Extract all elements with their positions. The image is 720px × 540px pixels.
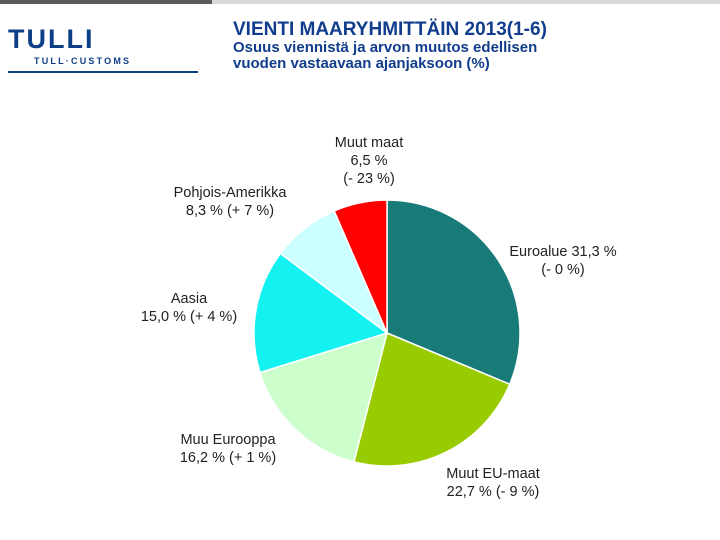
pie-slices [253,199,521,467]
subtitle-line-1: Osuus viennistä ja arvon muutos edellise… [233,39,538,56]
pie-slice-aasia [253,252,389,374]
slice-label-line: Aasia [171,291,208,307]
tulli-logo: TULLI TULL·CUSTOMS [8,24,198,76]
slice-label-line: Muu Eurooppa [180,432,276,448]
page-title: VIENTI MAARYHMITTÄIN 2013(1-6) [233,19,547,40]
logo-name: TULLI [8,24,95,54]
slice-label-2: Muut EU-maat 22,7 % (- 9 %) [446,466,539,500]
logo-subtitle: TULL·CUSTOMS [34,56,132,66]
slice-label-line: 22,7 % (- 9 %) [447,484,540,500]
slice-label-line: 16,2 % (+ 1 %) [180,450,276,466]
pie-slice-muut-eu-maat [353,331,511,467]
slice-label-line: Muut EU-maat [446,466,539,482]
slice-label-line: Pohjois-Amerikka [174,185,288,201]
slice-label-line: Euroalue 31,3 % [509,244,616,260]
page-subtitle: Osuus viennistä ja arvon muutos edellise… [233,40,633,72]
slice-label-1: Euroalue 31,3 % (- 0 %) [509,244,616,278]
slice-label-line: (- 0 %) [541,262,585,278]
pie-labels: Euroalue 31,3 % (- 0 %) Muut EU-maat 22,7 %… [141,135,617,500]
logo-underline [8,71,198,73]
slice-label-line: Muut maat [335,135,404,151]
slice-label-5: Pohjois-Amerikka 8,3 % (+ 7 %) [174,185,288,219]
slice-label-line: 6,5 % [350,153,387,169]
pie-slice-euroalue [386,199,521,386]
top-border-accent [212,0,720,4]
pie-slice-muut-maat [333,199,388,334]
slice-label-line: 15,0 % (+ 4 %) [141,309,237,325]
pie-slice-muu-eurooppa [259,331,389,463]
subtitle-line-2: vuoden vastaavaan ajanjaksoon (%) [233,55,490,72]
slice-label-6: Muut maat 6,5 % (- 23 %) [335,135,404,187]
slice-label-3: Muu Eurooppa 16,2 % (+ 1 %) [180,432,277,466]
slice-label-line: (- 23 %) [343,171,395,187]
slice-label-line: 8,3 % (+ 7 %) [186,203,274,219]
slice-label-4: Aasia 15,0 % (+ 4 %) [141,291,237,325]
